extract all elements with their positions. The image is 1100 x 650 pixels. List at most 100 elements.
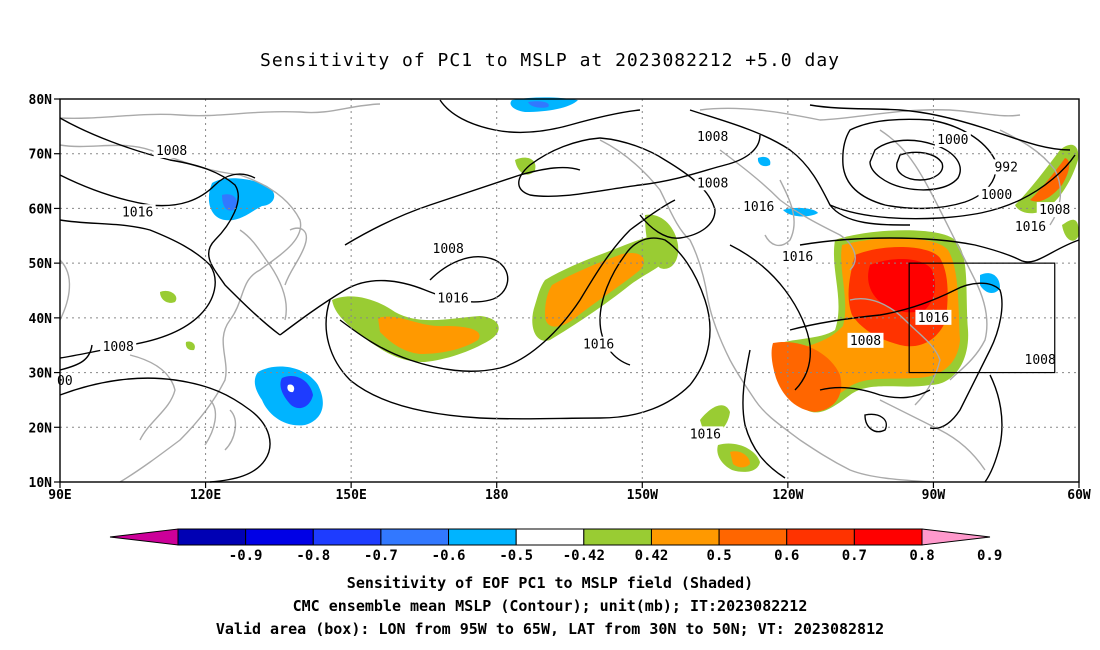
shade-pacific-band-orange bbox=[545, 252, 644, 327]
lat-tick-label: 50N bbox=[29, 257, 53, 272]
contour-label: 1008 bbox=[697, 176, 728, 191]
colorbar-label: 0.9 bbox=[977, 548, 1002, 564]
contour-label: 00 bbox=[57, 374, 73, 389]
shade-negative-wpac-core bbox=[280, 375, 313, 409]
contour-label-bg bbox=[934, 132, 971, 148]
contour-label: 1016 bbox=[690, 427, 721, 442]
contour-label-bg bbox=[779, 249, 816, 265]
contour-label: 1008 bbox=[433, 242, 464, 257]
colorbar-box bbox=[583, 528, 652, 546]
lon-tick-label: 180 bbox=[485, 488, 509, 503]
colorbar-box bbox=[786, 528, 855, 546]
shade-negative-wpac-eye bbox=[287, 384, 295, 393]
contour-label: 1016 bbox=[782, 250, 813, 265]
contour-label-bg bbox=[694, 175, 731, 191]
colorbar-box bbox=[245, 528, 314, 546]
contour-label: 1016 bbox=[918, 311, 949, 326]
contour-label-bg bbox=[694, 128, 731, 144]
colorbar-label: -0.7 bbox=[364, 548, 398, 564]
lat-tick-label: 40N bbox=[29, 312, 53, 327]
contour-label: 1008 bbox=[850, 334, 881, 349]
contour-label-bg bbox=[847, 332, 884, 348]
contour-label-bg bbox=[119, 204, 156, 220]
contour-label: 1016 bbox=[583, 338, 614, 353]
contour-label-bg bbox=[978, 186, 1015, 202]
contour-label: 1008 bbox=[1025, 353, 1056, 368]
contour-label: 1016 bbox=[743, 200, 774, 215]
shade-negative-canada bbox=[757, 156, 771, 167]
shade-negative-hudson bbox=[783, 207, 818, 217]
shade-japan-green bbox=[160, 290, 177, 303]
contour-label: 1000 bbox=[981, 188, 1012, 203]
contour-label-bg bbox=[430, 240, 467, 256]
colorbar-label: -0.9 bbox=[229, 548, 263, 564]
page-title: Sensitivity of PC1 to MSLP at 2023082212… bbox=[259, 50, 840, 71]
contour-label: 1000 bbox=[937, 133, 968, 148]
colorbar-label: -0.8 bbox=[296, 548, 330, 564]
lat-tick-label: 80N bbox=[29, 93, 53, 108]
contour-label-bg bbox=[992, 159, 1021, 175]
contour-label-bg bbox=[1022, 351, 1059, 367]
colorbar-under-triangle bbox=[109, 528, 179, 546]
colorbar-label: 0.8 bbox=[909, 548, 934, 564]
contour-label-bg bbox=[153, 142, 190, 158]
lat-tick-label: 10N bbox=[29, 476, 53, 491]
colorbar-label: -0.42 bbox=[563, 548, 605, 564]
shade-mexico-pac-orange bbox=[730, 451, 750, 468]
lon-tick-label: 60W bbox=[1067, 488, 1091, 503]
valid-area-box bbox=[908, 262, 1056, 374]
shade-negative-arctic-core bbox=[528, 101, 549, 108]
contour-label: 992 bbox=[994, 160, 1017, 175]
lon-tick-label: 120E bbox=[190, 488, 221, 503]
map-frame bbox=[59, 98, 1080, 483]
gridlines bbox=[60, 99, 1079, 482]
lon-tick-label: 90W bbox=[922, 488, 946, 503]
contour-label-bg bbox=[1036, 202, 1073, 218]
colorbar-label: 0.6 bbox=[774, 548, 799, 564]
colorbar-box bbox=[177, 528, 247, 546]
colorbar-label: 0.5 bbox=[706, 548, 731, 564]
colorbar-box bbox=[448, 528, 517, 546]
colorbar-label: -0.5 bbox=[499, 548, 533, 564]
lat-tick-label: 30N bbox=[29, 367, 53, 382]
lat-tick-label: 70N bbox=[29, 148, 53, 163]
contour-label-bg bbox=[435, 290, 472, 306]
colorbar-over-triangle bbox=[921, 528, 991, 546]
map-axes: 10N 20N 30N 40N 50N 60N 70N 80N 90E 120E 150E 180 15… bbox=[29, 93, 1091, 503]
lon-tick-label: 90E bbox=[48, 488, 71, 503]
contour-label-layer: 1008 1016 1008 1016 1008 00 1008 1008 1016 1016 10… bbox=[54, 128, 1073, 442]
shade-china-green bbox=[185, 341, 195, 351]
contour-label: 1008 bbox=[156, 144, 187, 159]
colorbar-label: 0.7 bbox=[842, 548, 867, 564]
shade-greenland-orange bbox=[1030, 158, 1070, 202]
lon-tick-label: 150E bbox=[335, 488, 366, 503]
colorbar-box bbox=[380, 528, 450, 546]
colorbar-box bbox=[515, 528, 585, 546]
shade-negative-siberia bbox=[208, 178, 275, 221]
contour-label: 1008 bbox=[1039, 203, 1070, 218]
contour-label: 1016 bbox=[1015, 220, 1046, 235]
caption-line-2: CMC ensemble mean MSLP (Contour); unit(m… bbox=[292, 597, 808, 615]
contour-label-bg bbox=[1012, 219, 1049, 235]
mslp-contours bbox=[59, 99, 1080, 483]
contour-label: 1016 bbox=[437, 292, 468, 307]
lat-tick-label: 60N bbox=[29, 202, 53, 217]
shade-deepred-east-na bbox=[868, 258, 936, 313]
shade-arctic-green bbox=[515, 157, 536, 175]
contour-label: 1008 bbox=[103, 340, 134, 355]
lon-tick-label: 120W bbox=[772, 488, 803, 503]
contour-label-bg bbox=[100, 338, 137, 354]
colorbar-box bbox=[853, 528, 923, 546]
colorbar: -0.9 -0.8 -0.7 -0.6 -0.5 -0.42 0.42 0.5 0.6 0.7 0.… bbox=[109, 528, 1002, 564]
shade-labrador bbox=[1062, 219, 1079, 241]
contour-label-bg bbox=[915, 309, 952, 325]
contour-label: 1016 bbox=[122, 205, 153, 220]
lon-tick-label: 150W bbox=[627, 488, 658, 503]
colorbar-box bbox=[718, 528, 788, 546]
contour-label-bg bbox=[687, 426, 724, 442]
contour-label-bg bbox=[580, 336, 617, 352]
caption-line-1: Sensitivity of EOF PC1 to MSLP field (Sh… bbox=[346, 574, 754, 592]
colorbar-label: 0.42 bbox=[635, 548, 669, 564]
shade-negative-atlantic bbox=[980, 273, 1000, 294]
